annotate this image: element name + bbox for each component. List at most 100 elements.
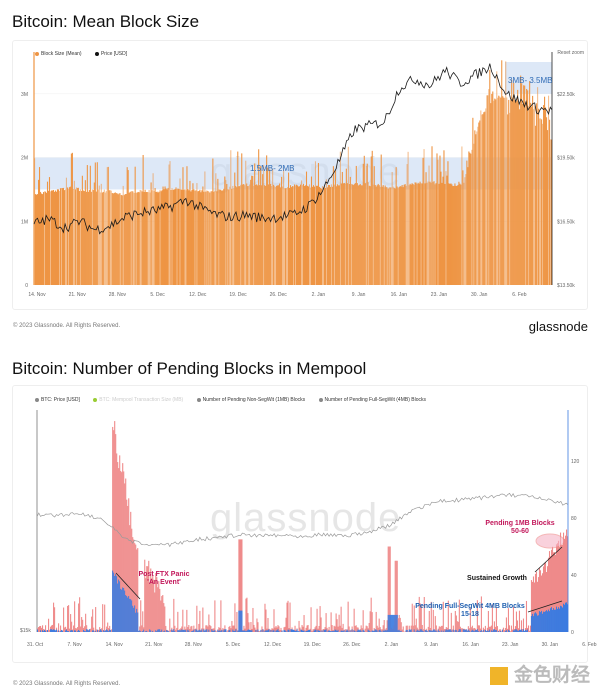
bar	[382, 185, 384, 285]
bar	[75, 187, 77, 285]
bar	[311, 186, 314, 285]
nonsegwit-bar	[118, 468, 120, 632]
nonsegwit-bar	[250, 622, 252, 632]
nonsegwit-bar	[234, 603, 236, 632]
segwit-bar	[185, 630, 187, 632]
x-tick: 9. Jan	[352, 292, 366, 298]
bar	[145, 192, 147, 285]
nonsegwit-bar	[330, 612, 332, 632]
segwit-bar	[113, 572, 115, 632]
bar	[68, 187, 70, 285]
bar	[281, 176, 283, 285]
bar	[413, 184, 415, 285]
segwit-bar	[373, 630, 375, 632]
nonsegwit-bar	[443, 629, 445, 632]
bar	[144, 189, 146, 285]
segwit-bar	[104, 631, 106, 632]
x-tick: 12. Dec	[264, 642, 282, 648]
nonsegwit-bar	[48, 618, 50, 632]
segwit-bar	[95, 630, 97, 632]
bar	[249, 184, 251, 285]
bar	[484, 111, 486, 285]
segwit-bar	[394, 614, 396, 632]
nonsegwit-bar	[385, 628, 387, 632]
nonsegwit-bar	[210, 626, 212, 632]
nonsegwit-bar	[451, 629, 453, 632]
segwit-bar	[68, 631, 70, 632]
nonsegwit-bar	[387, 546, 389, 632]
nonsegwit-bar	[273, 609, 275, 632]
segwit-bar	[125, 595, 127, 632]
bar	[270, 183, 272, 285]
nonsegwit-bar	[227, 630, 229, 632]
bar	[474, 130, 476, 285]
nonsegwit-bar	[153, 579, 155, 632]
segwit-bar	[67, 631, 69, 632]
nonsegwit-bar	[430, 601, 432, 632]
nonsegwit-bar	[91, 616, 93, 632]
bar	[108, 190, 110, 285]
legend-item-nonsegwit[interactable]: Number of Pending Non-SegWit (1MB) Block…	[196, 397, 305, 403]
nonsegwit-bar	[509, 631, 511, 632]
nonsegwit-bar	[331, 625, 333, 632]
nonsegwit-bar	[375, 611, 377, 632]
segwit-bar	[181, 629, 183, 632]
segwit-bar	[152, 630, 154, 632]
segwit-bar	[246, 630, 248, 632]
chart2-legend: BTC: Price [USD] BTC: Mempool Transactio…	[35, 397, 438, 403]
annotation-segwit: Pending Full-SegWit 4MB Blocks	[415, 603, 525, 610]
bar	[337, 185, 339, 285]
bar	[238, 186, 240, 285]
bar	[447, 161, 449, 285]
bar	[480, 110, 482, 286]
bar	[226, 184, 228, 285]
segwit-bar	[550, 607, 553, 632]
nonsegwit-bar	[218, 627, 220, 632]
nonsegwit-bar	[338, 614, 340, 632]
bar	[482, 114, 484, 285]
segwit-bar	[157, 629, 159, 632]
legend-item-block-size[interactable]: Block Size (Mean)	[35, 51, 82, 57]
nonsegwit-bar	[565, 529, 568, 632]
nonsegwit-bar	[289, 602, 291, 632]
bar	[129, 191, 131, 285]
bar	[326, 187, 328, 285]
legend-item-segwit[interactable]: Number of Pending Full-SegWit (4MB) Bloc…	[318, 397, 426, 403]
bar	[533, 109, 535, 285]
segwit-bar	[122, 587, 124, 632]
bar	[427, 181, 429, 285]
bar	[120, 194, 122, 285]
nonsegwit-bar	[269, 629, 271, 632]
bar	[35, 194, 38, 285]
nonsegwit-bar	[537, 577, 540, 632]
segwit-bar	[300, 629, 302, 632]
segwit-bar	[240, 610, 242, 632]
bar	[372, 184, 374, 285]
nonsegwit-bar	[557, 540, 560, 632]
segwit-bar	[336, 631, 338, 632]
nonsegwit-bar	[208, 614, 210, 632]
bar	[436, 153, 438, 285]
segwit-bar	[466, 630, 468, 632]
bar	[185, 190, 187, 285]
segwit-bar	[249, 629, 251, 632]
nonsegwit-bar	[389, 546, 391, 632]
segwit-bar	[107, 630, 109, 632]
segwit-bar	[347, 630, 349, 632]
legend-item-mempool-size[interactable]: BTC: Mempool Transaction Size (MB)	[93, 397, 183, 403]
bar	[257, 185, 259, 285]
reset-zoom-button[interactable]: Reset zoom	[557, 50, 584, 56]
bar	[335, 186, 337, 285]
legend-item-price[interactable]: BTC: Price [USD]	[35, 397, 80, 403]
nonsegwit-bar	[419, 603, 421, 632]
nonsegwit-bar	[544, 562, 547, 632]
bar	[156, 191, 158, 285]
nonsegwit-bar	[79, 597, 81, 632]
legend-item-price[interactable]: Price [USD]	[94, 51, 127, 57]
nonsegwit-bar	[469, 607, 471, 632]
segwit-bar	[375, 629, 377, 632]
annotation-1mb: 50-60	[511, 528, 529, 535]
nonsegwit-bar	[341, 627, 343, 632]
nonsegwit-bar	[75, 628, 77, 632]
bar	[318, 186, 320, 285]
